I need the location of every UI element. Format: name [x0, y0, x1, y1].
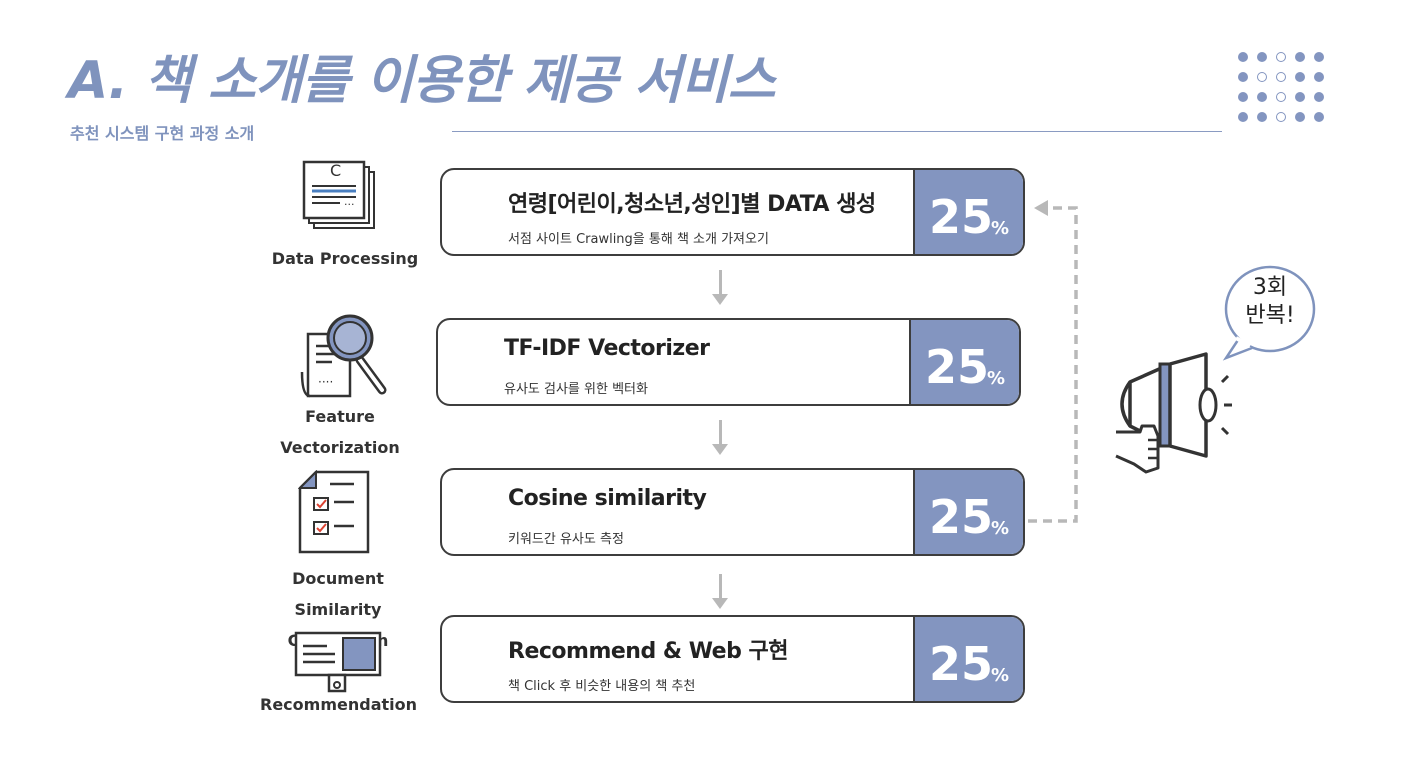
monitor-icon: [294, 631, 382, 693]
step-label-data-processing: Data Processing: [271, 249, 419, 268]
percent-value: 25: [925, 340, 990, 394]
header-divider: [452, 131, 1222, 132]
step-description: 유사도 검사를 위한 벡터화: [504, 382, 648, 397]
decorative-dots: [1238, 52, 1338, 132]
speech-bubble: [1222, 265, 1316, 361]
percent-box: 25 %: [913, 470, 1023, 554]
percent-unit: %: [991, 218, 1010, 239]
repeat-callout-text: 3회 반복!: [1232, 274, 1308, 330]
page-subtitle: 추천 시스템 구현 과정 소개: [70, 124, 255, 143]
callout-line-1: 3회: [1252, 275, 1288, 300]
svg-text:C: C: [330, 161, 341, 180]
percent-unit: %: [991, 665, 1010, 686]
percent-value: 25: [929, 190, 994, 244]
step-card-cosine: Cosine similarity 키워드간 유사도 측정 25 %: [440, 468, 1025, 556]
percent-value: 25: [929, 490, 994, 544]
percent-unit: %: [991, 518, 1010, 539]
step-card-recommend: Recommend & Web 구현 책 Click 후 비슷한 내용의 책 추…: [440, 615, 1025, 703]
step-label-recommendation: Recommendation: [260, 695, 417, 714]
step-heading: Cosine similarity: [508, 486, 707, 511]
percent-unit: %: [987, 368, 1006, 389]
megaphone-icon: [1115, 352, 1232, 474]
svg-text:····: ····: [318, 375, 333, 389]
loop-back-arrow: [1028, 200, 1078, 523]
svg-text:···: ···: [344, 198, 355, 211]
percent-box: 25 %: [913, 170, 1023, 254]
step-card-data-generation: 연령[어린이,청소년,성인]별 DATA 생성 서점 사이트 Crawling을…: [440, 168, 1025, 256]
document-stack-icon: C ···: [302, 160, 375, 229]
step-heading: Recommend & Web 구현: [508, 639, 789, 664]
magnifier-document-icon: ····: [300, 314, 387, 398]
step-card-tfidf: TF-IDF Vectorizer 유사도 검사를 위한 벡터화 25 %: [436, 318, 1021, 406]
page-title: A. 책 소개를 이용한 제공 서비스: [68, 51, 776, 111]
step-description: 서점 사이트 Crawling을 통해 책 소개 가져오기: [508, 232, 769, 247]
percent-value: 25: [929, 637, 994, 691]
step-heading: 연령[어린이,청소년,성인]별 DATA 생성: [508, 192, 876, 217]
step-heading: TF-IDF Vectorizer: [504, 336, 710, 361]
callout-line-2: 반복!: [1245, 303, 1295, 328]
step-label-feature-vectorization: Feature Vectorization: [280, 407, 400, 457]
step-description: 키워드간 유사도 측정: [508, 532, 624, 547]
step-description: 책 Click 후 비슷한 내용의 책 추천: [508, 679, 696, 694]
percent-box: 25 %: [909, 320, 1019, 404]
percent-box: 25 %: [913, 617, 1023, 701]
checklist-icon: [298, 470, 370, 554]
